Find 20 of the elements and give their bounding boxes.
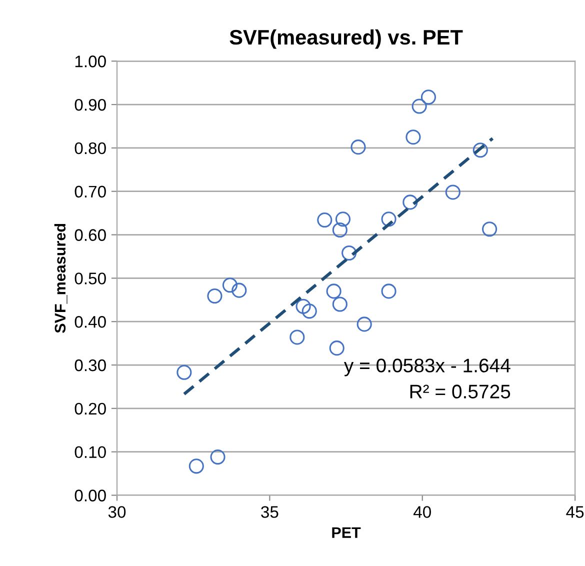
y-tick-label: 0.60 bbox=[74, 229, 106, 241]
y-tick-label: 0.10 bbox=[74, 446, 106, 458]
y-tick-label: 0.50 bbox=[74, 272, 106, 284]
annotation: R² = 0.5725 bbox=[410, 384, 510, 398]
x-tick-label: 30 bbox=[108, 506, 126, 518]
y-tick-label: 0.80 bbox=[74, 142, 106, 154]
y-tick-label: 0.30 bbox=[74, 359, 106, 372]
y-tick-label: 0.20 bbox=[74, 402, 106, 415]
y-tick-label: 0.40 bbox=[74, 316, 106, 328]
x-tick-label: 35 bbox=[261, 506, 278, 518]
y-tick-label: 1.00 bbox=[75, 56, 106, 68]
annotation: y = 0.0583x - 1.644 bbox=[344, 358, 510, 376]
x-axis-title: PET bbox=[332, 527, 361, 538]
y-tick-label: 0.90 bbox=[74, 98, 106, 111]
y-axis-title: SVF_measured bbox=[54, 224, 68, 333]
y-tick-label: 0.70 bbox=[74, 186, 106, 198]
x-tick-label: 40 bbox=[413, 506, 431, 518]
chart-title: SVF(measured) vs. PET bbox=[230, 29, 463, 49]
x-tick-label: 45 bbox=[566, 506, 584, 518]
y-tick-label: 0.00 bbox=[74, 490, 106, 502]
